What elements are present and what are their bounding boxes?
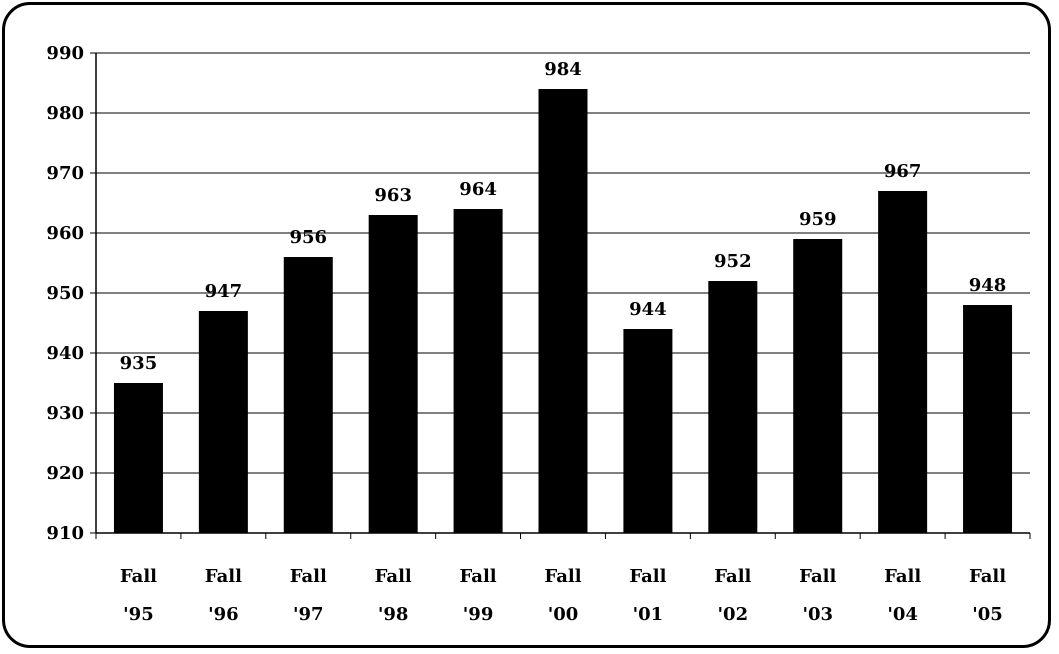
bar — [198, 311, 248, 533]
category-labels: Fall '95 Fall '96 Fall '97 Fall '98 Fall '99 Fall '… — [120, 566, 1006, 625]
bar — [878, 191, 928, 533]
data-labels: 935 947 956 963 964 984 944 952 959 967 948 — [120, 59, 1007, 374]
data-label: 948 — [969, 275, 1007, 296]
data-label: 952 — [714, 251, 752, 272]
bars — [113, 89, 1013, 533]
data-label: 956 — [289, 227, 327, 248]
category-label: Fall — [544, 566, 581, 587]
bar — [113, 383, 163, 533]
category-label: '04 — [887, 604, 918, 625]
data-label: 984 — [544, 59, 582, 80]
data-label: 947 — [205, 281, 243, 302]
y-tick-label: 990 — [46, 43, 84, 64]
bar — [283, 257, 333, 533]
y-tick-label: 910 — [46, 523, 84, 544]
category-label: Fall — [714, 566, 751, 587]
category-label: Fall — [629, 566, 666, 587]
bar — [368, 215, 418, 533]
y-tick-label: 940 — [46, 343, 84, 364]
y-tick-label: 980 — [46, 103, 84, 124]
bar — [708, 281, 758, 533]
y-tick-labels: 910 920 930 940 950 960 970 980 990 — [46, 43, 84, 544]
category-label: '96 — [208, 604, 239, 625]
data-label: 963 — [374, 185, 412, 206]
category-label: '95 — [123, 604, 154, 625]
category-label: '99 — [463, 604, 494, 625]
category-label: Fall — [799, 566, 836, 587]
category-label: '01 — [633, 604, 664, 625]
category-label: '98 — [378, 604, 409, 625]
y-tick-label: 960 — [46, 223, 84, 244]
category-label: Fall — [969, 566, 1006, 587]
chart-frame — [2, 2, 1051, 648]
y-tick-label: 930 — [46, 403, 84, 424]
data-label: 959 — [799, 209, 837, 230]
category-label: Fall — [205, 566, 242, 587]
category-label: '03 — [802, 604, 833, 625]
category-label: Fall — [884, 566, 921, 587]
y-tick-label: 950 — [46, 283, 84, 304]
category-label: Fall — [120, 566, 157, 587]
data-label: 967 — [884, 161, 922, 182]
category-label: '00 — [548, 604, 579, 625]
data-label: 964 — [459, 179, 497, 200]
data-label: 935 — [120, 353, 158, 374]
bar — [538, 89, 588, 533]
bar — [453, 209, 503, 533]
bar — [963, 305, 1013, 533]
category-label: Fall — [375, 566, 412, 587]
y-tick-label: 920 — [46, 463, 84, 484]
category-label: '97 — [293, 604, 324, 625]
category-label: '05 — [972, 604, 1003, 625]
y-tick-label: 970 — [46, 163, 84, 184]
bar — [793, 239, 843, 533]
category-label: Fall — [290, 566, 327, 587]
bar — [623, 329, 673, 533]
category-label: Fall — [460, 566, 497, 587]
data-label: 944 — [629, 299, 667, 320]
category-label: '02 — [718, 604, 749, 625]
